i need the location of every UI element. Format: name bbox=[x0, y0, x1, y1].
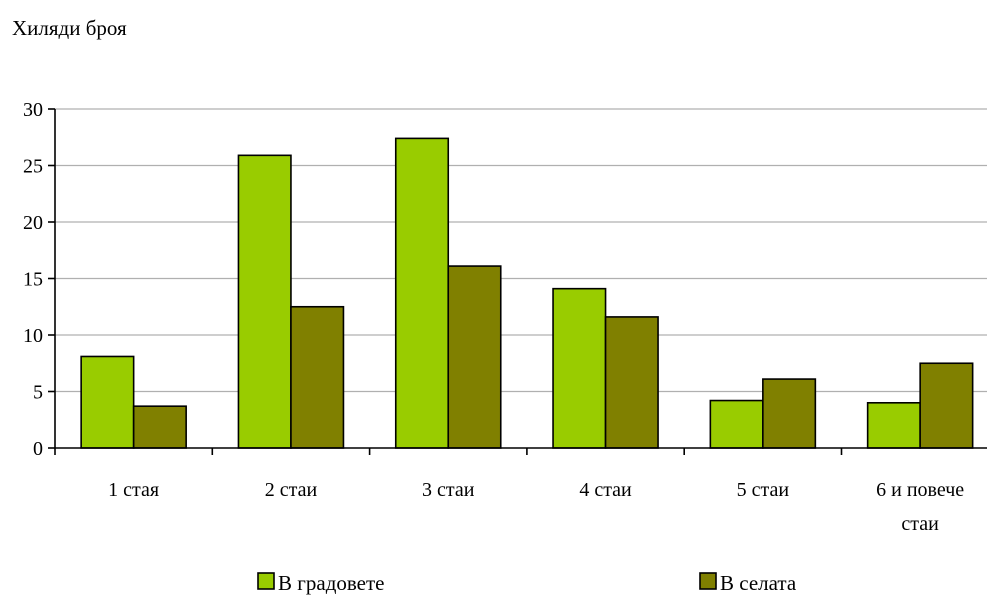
gridlines bbox=[55, 108, 987, 393]
y-tick-labels: 0 5 10 15 20 25 30 bbox=[23, 99, 43, 460]
legend-swatch bbox=[699, 572, 717, 590]
bar-series-1 bbox=[866, 401, 921, 449]
x-tick-label: стаи bbox=[901, 513, 939, 535]
x-tick-label: 1 стая bbox=[108, 479, 159, 501]
bar-series-1 bbox=[80, 355, 135, 449]
bar-series-1 bbox=[709, 399, 764, 449]
bar-series-2 bbox=[604, 316, 659, 449]
x-tick-label: 5 стаи bbox=[737, 479, 790, 501]
y-tick-label: 15 bbox=[23, 269, 43, 291]
x-tick-label: 3 стаи bbox=[422, 479, 475, 501]
x-tick-labels: 1 стая 2 стаи 3 стаи 4 стаи 5 стаи 6 и повече… bbox=[108, 479, 964, 535]
y-axis-unit-label: Хиляди броя bbox=[12, 16, 127, 40]
axes bbox=[48, 108, 987, 455]
y-tick-label: 0 bbox=[33, 438, 43, 460]
x-tick-label: 2 стаи bbox=[265, 479, 318, 501]
bar-series-1 bbox=[237, 154, 292, 449]
legend: В градовете В селата bbox=[257, 571, 797, 595]
legend-swatch bbox=[257, 572, 275, 590]
bar-series-2 bbox=[132, 405, 187, 449]
y-tick-label: 30 bbox=[23, 99, 43, 121]
bar-series-2 bbox=[762, 378, 817, 449]
bar-series-1 bbox=[552, 287, 607, 449]
bars bbox=[80, 137, 974, 449]
y-tick-label: 10 bbox=[23, 325, 43, 347]
legend-label: В градовете bbox=[278, 571, 385, 595]
bar-series-2 bbox=[919, 362, 974, 449]
bar-series-1 bbox=[394, 137, 450, 449]
x-tick-label: 6 и повече bbox=[876, 479, 964, 501]
y-tick-label: 20 bbox=[23, 212, 43, 234]
bar-series-2 bbox=[447, 265, 502, 449]
legend-label: В селата bbox=[720, 571, 797, 595]
bar-series-2 bbox=[290, 305, 345, 449]
y-tick-label: 5 bbox=[33, 382, 43, 404]
y-tick-label: 25 bbox=[23, 156, 43, 178]
x-tick-label: 4 стаи bbox=[579, 479, 632, 501]
